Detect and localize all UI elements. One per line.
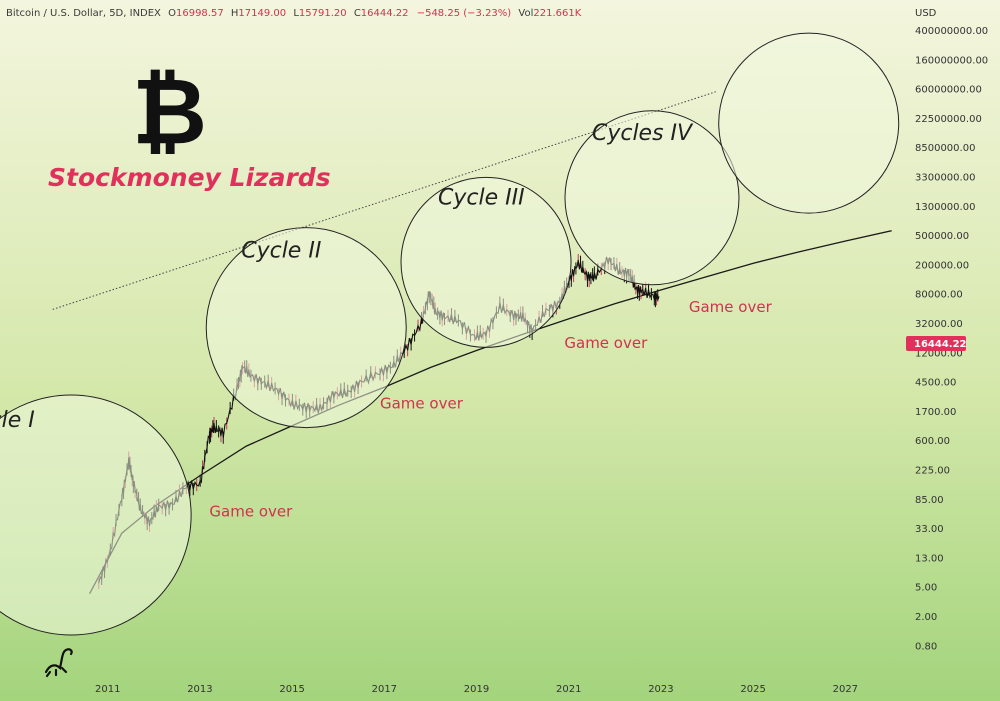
- cycle-circle: [718, 32, 900, 214]
- svg-text:16444.22: 16444.22: [914, 339, 967, 350]
- x-axis-tick-label: 2023: [648, 684, 673, 695]
- price-badge: 16444.22: [906, 336, 967, 351]
- volume-label: Vol: [518, 8, 533, 19]
- high-label: H: [231, 8, 239, 19]
- x-axis-tick-label: 2027: [833, 684, 858, 695]
- y-axis-tick-label: 2.00: [915, 612, 937, 623]
- symbol-label[interactable]: Bitcoin / U.S. Dollar, 5D, INDEX: [6, 8, 161, 19]
- bitcoin-logo-icon: ₿: [132, 58, 207, 165]
- y-axis-tick-label: 32000.00: [915, 319, 963, 330]
- x-axis-tick-label: 2025: [740, 684, 765, 695]
- low-label: L: [293, 8, 299, 19]
- y-axis-tick-label: 160000000.00: [915, 55, 988, 66]
- y-axis-tick-label: 400000000.00: [915, 26, 988, 37]
- y-axis-tick-label: 4500.00: [915, 378, 956, 389]
- y-axis-tick-label: 5.00: [915, 583, 937, 594]
- header-legend: Bitcoin / U.S. Dollar, 5D, INDEX O16998.…: [6, 8, 582, 19]
- cycle-circle: [400, 176, 572, 348]
- cycle-label: Cycle III: [438, 185, 525, 210]
- game-over-annotation: Game over: [689, 298, 773, 316]
- x-axis-tick-label: 2011: [95, 684, 120, 695]
- svg-text:Bitcoin / U.S. Dollar, 5D, IND: Bitcoin / U.S. Dollar, 5D, INDEX O16998.…: [6, 8, 582, 19]
- y-axis-tick-label: 8500000.00: [915, 143, 975, 154]
- y-axis-tick-label: 600.00: [915, 436, 950, 447]
- x-axis-tick-label: 2021: [556, 684, 581, 695]
- open-label: O: [168, 8, 176, 19]
- currency-label: USD: [915, 8, 937, 19]
- y-axis-tick-label: 1700.00: [915, 407, 956, 418]
- y-axis-tick-label: 1300000.00: [915, 202, 975, 213]
- x-axis-tick-label: 2015: [279, 684, 304, 695]
- y-axis-tick-label: 3300000.00: [915, 173, 975, 184]
- cycle-circle: [205, 227, 407, 429]
- close-value: 16444.22: [361, 8, 409, 19]
- y-axis-tick-label: 12000.00: [915, 348, 963, 359]
- cycle-circle: [564, 110, 740, 286]
- y-axis-tick-label: 80000.00: [915, 290, 963, 301]
- volume-value: 221.661K: [533, 8, 581, 19]
- y-axis-tick-label: 200000.00: [915, 260, 969, 271]
- change-value: −548.25 (−3.23%): [417, 8, 512, 19]
- y-axis-tick-label: 85.00: [915, 495, 944, 506]
- cycle-label: Cycle I: [0, 408, 35, 433]
- open-value: 16998.57: [176, 8, 224, 19]
- cycle-label: Cycles IV: [592, 121, 694, 146]
- y-axis-tick-label: 500000.00: [915, 231, 969, 242]
- cycle-circle: [0, 394, 192, 636]
- y-axis-tick-label: 22500000.00: [915, 114, 982, 125]
- x-axis-tick-label: 2013: [187, 684, 212, 695]
- y-axis-tick-label: 225.00: [915, 466, 950, 477]
- brand-name: Stockmoney Lizards: [48, 163, 331, 192]
- y-axis-tick-label: 60000000.00: [915, 85, 982, 96]
- high-value: 17149.00: [238, 8, 286, 19]
- x-axis-tick-label: 2019: [464, 684, 489, 695]
- low-value: 15791.20: [299, 8, 347, 19]
- y-axis-tick-label: 33.00: [915, 524, 944, 535]
- y-axis-tick-label: 13.00: [915, 553, 944, 564]
- y-axis-tick-label: 0.80: [915, 641, 937, 652]
- game-over-annotation: Game over: [380, 395, 464, 413]
- close-label: C: [354, 8, 361, 19]
- game-over-annotation: Game over: [564, 334, 648, 352]
- game-over-annotation: Game over: [209, 502, 293, 520]
- x-axis-tick-label: 2017: [372, 684, 397, 695]
- lizard-icon: [44, 648, 73, 678]
- cycle-label: Cycle II: [241, 239, 321, 264]
